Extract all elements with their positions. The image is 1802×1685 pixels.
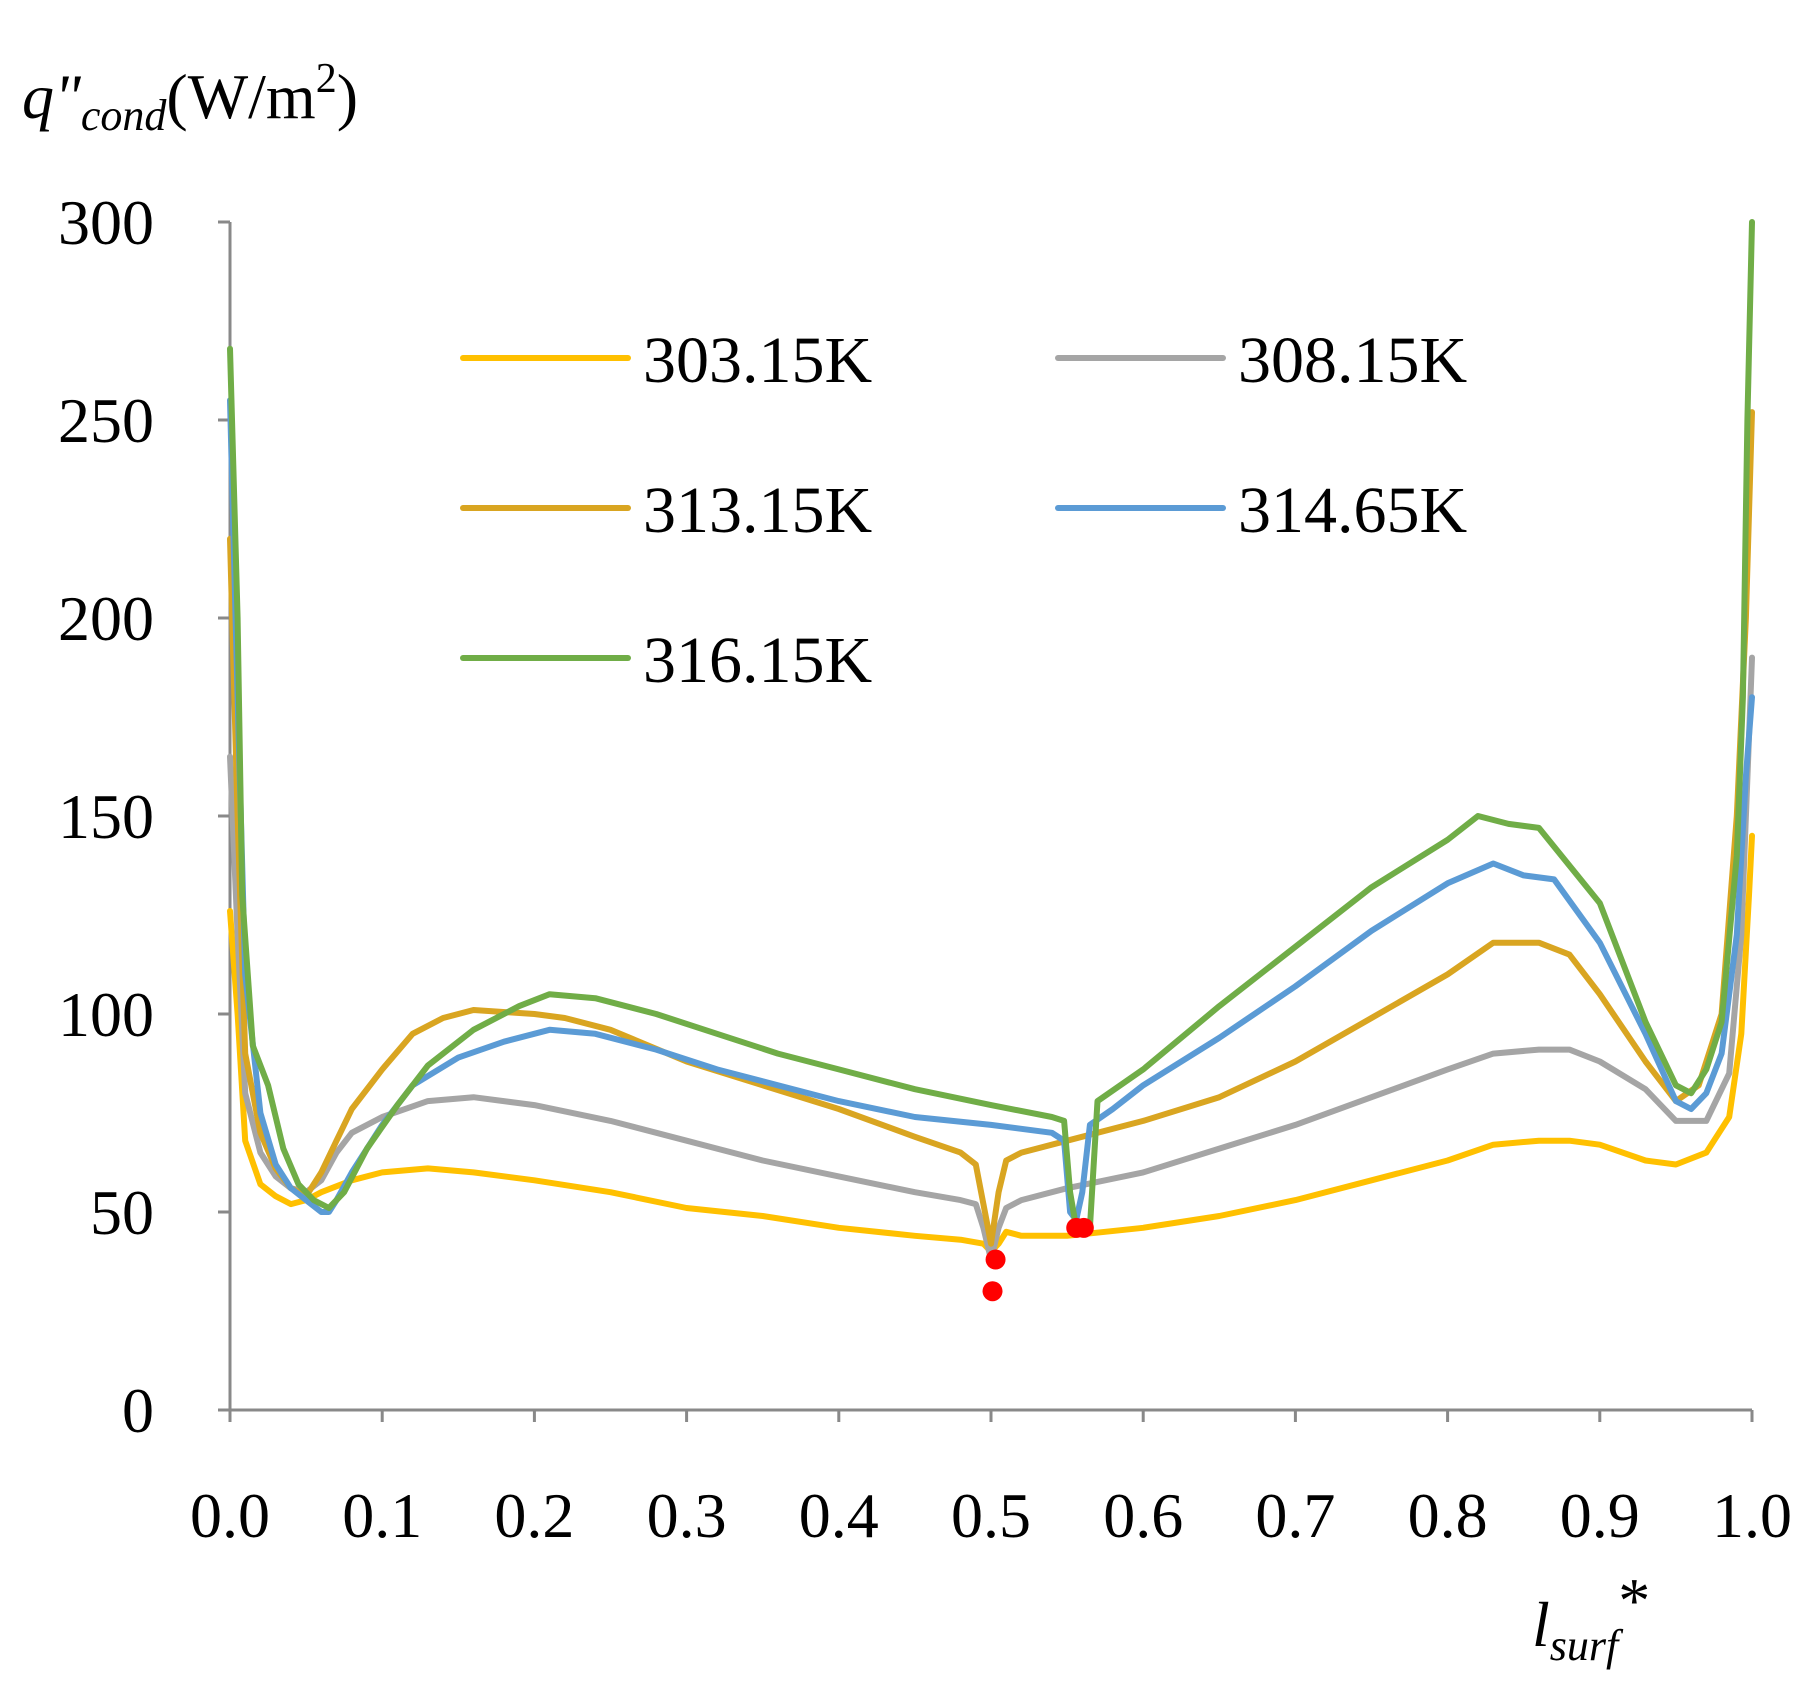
x-tick-label: 0.0 bbox=[190, 1480, 270, 1551]
y-tick-label: 50 bbox=[90, 1177, 154, 1248]
y-tick-label: 100 bbox=[58, 979, 154, 1050]
y-tick-label: 150 bbox=[58, 781, 154, 852]
y-tick-label: 200 bbox=[58, 583, 154, 654]
y-axis-title-unit-pre: (W/m bbox=[166, 61, 315, 132]
series-line-314-65K bbox=[227, 397, 1755, 1223]
x-axis-title-base: l bbox=[1532, 1589, 1550, 1660]
y-tick-label: 0 bbox=[122, 1375, 154, 1446]
x-axis-title: lsurf* bbox=[1532, 1565, 1650, 1670]
series-line-313-15K bbox=[227, 409, 1755, 1247]
x-tick-label: 0.2 bbox=[494, 1480, 574, 1551]
x-tick-label: 0.8 bbox=[1408, 1480, 1488, 1551]
series-line-316-15K bbox=[227, 219, 1755, 1231]
y-axis-title-sub: cond bbox=[81, 91, 168, 140]
series-lines bbox=[227, 219, 1755, 1263]
x-axis-title-sub: surf bbox=[1550, 1621, 1624, 1670]
marker-point bbox=[985, 1249, 1006, 1270]
x-tick-label: 0.7 bbox=[1255, 1480, 1335, 1551]
legend-label: 314.65K bbox=[1238, 474, 1467, 547]
legend: 303.15K 308.15K 313.15K 314.65K 316.15K bbox=[460, 324, 1467, 697]
marker-point bbox=[1073, 1217, 1094, 1238]
y-tick-label: 250 bbox=[58, 385, 154, 456]
x-tick-label: 0.6 bbox=[1103, 1480, 1183, 1551]
legend-label: 308.15K bbox=[1238, 324, 1467, 397]
y-axis-title-unit-sup: 2 bbox=[316, 56, 337, 102]
x-axis-title-suffix: * bbox=[1618, 1565, 1650, 1636]
x-tick-label: 0.5 bbox=[951, 1480, 1031, 1551]
y-tick-label: 300 bbox=[58, 187, 154, 258]
y-axis-title: q"cond(W/m2) bbox=[22, 56, 358, 140]
x-tick-labels: 0.0 0.1 0.2 0.3 0.4 0.5 0.6 0.7 0.8 0.9 1.0 bbox=[190, 1480, 1792, 1551]
legend-label: 316.15K bbox=[643, 624, 872, 697]
series-line-308-15K bbox=[227, 654, 1755, 1263]
x-tick-label: 0.3 bbox=[647, 1480, 727, 1551]
legend-label: 313.15K bbox=[643, 474, 872, 547]
marker-point bbox=[982, 1281, 1003, 1302]
x-tick-label: 0.9 bbox=[1560, 1480, 1640, 1551]
marker-points bbox=[982, 1217, 1094, 1302]
legend-label: 303.15K bbox=[643, 324, 872, 397]
x-tick-label: 1.0 bbox=[1712, 1480, 1792, 1551]
y-axis-title-base: q" bbox=[22, 61, 82, 132]
y-axis-title-unit-post: ) bbox=[337, 61, 358, 132]
x-tick-label: 0.4 bbox=[799, 1480, 879, 1551]
y-tick-labels: 0 50 100 150 200 250 300 bbox=[58, 187, 154, 1446]
x-tick-label: 0.1 bbox=[342, 1480, 422, 1551]
